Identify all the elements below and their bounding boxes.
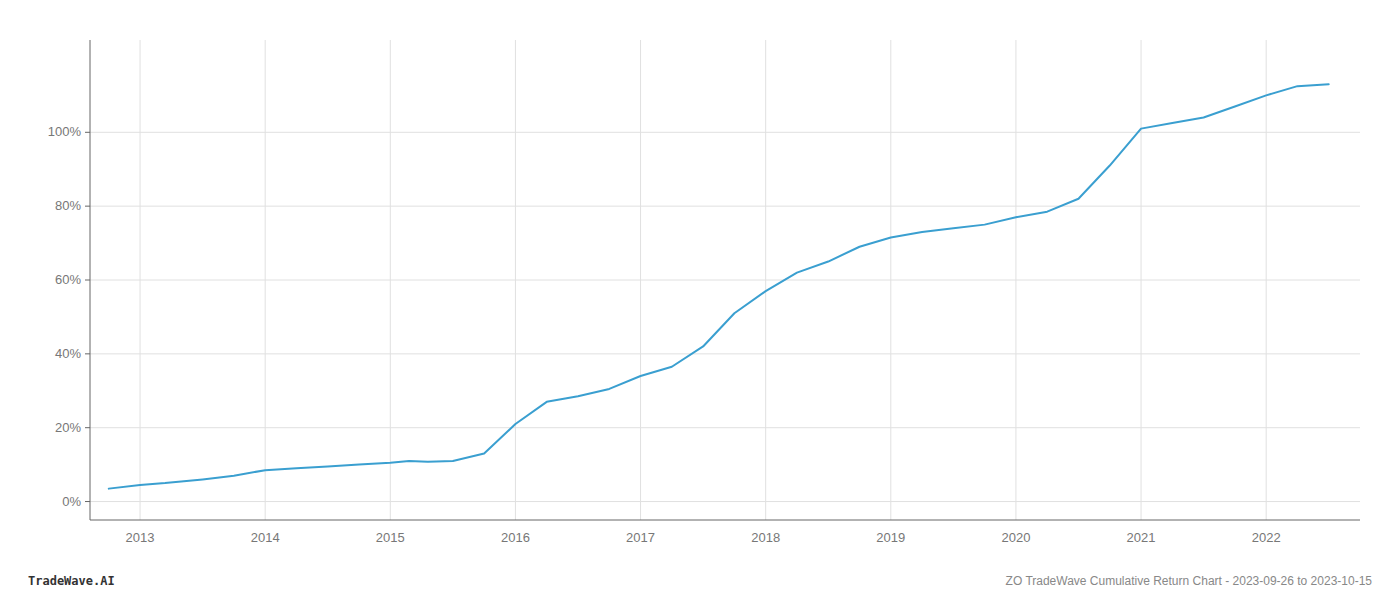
x-tick-label: 2022 (1252, 530, 1281, 545)
chart: 2013 2014 2015 2016 2017 2018 2019 2020 2021 2022… (0, 0, 1400, 600)
y-tick (85, 206, 90, 207)
grid-line-y (90, 206, 1360, 207)
footer-text: ZO TradeWave Cumulative Return Chart - 2… (1006, 574, 1373, 588)
axes: 2013 2014 2015 2016 2017 2018 2019 2020 2021 2022… (48, 40, 1360, 545)
y-tick (85, 427, 90, 428)
y-tick-label: 80% (55, 198, 81, 213)
grid-line-y (90, 280, 1360, 281)
x-axis-line (90, 520, 1360, 521)
y-tick (85, 501, 90, 502)
y-tick-label: 0% (62, 494, 81, 509)
y-axis-line (90, 40, 91, 520)
x-tick-label: 2021 (1127, 530, 1156, 545)
grid-line-y (90, 353, 1360, 354)
grid-line-y (90, 501, 1360, 502)
x-tick-label: 2013 (126, 530, 155, 545)
x-tick-label: 2016 (501, 530, 530, 545)
y-tick-label: 20% (55, 420, 81, 435)
y-tick (85, 132, 90, 133)
x-tick-label: 2020 (1001, 530, 1030, 545)
x-tick-label: 2015 (376, 530, 405, 545)
y-tick (85, 280, 90, 281)
plot-area (109, 84, 1329, 488)
data-line (109, 84, 1329, 488)
footer-text: TradeWave.AI (28, 574, 115, 588)
y-tick (85, 353, 90, 354)
y-tick-label: 40% (55, 346, 81, 361)
x-tick-label: 2019 (876, 530, 905, 545)
grid (90, 40, 1360, 520)
x-tick-label: 2017 (626, 530, 655, 545)
y-tick-label: 60% (55, 272, 81, 287)
grid-line-y (90, 132, 1360, 133)
x-tick-label: 2014 (251, 530, 280, 545)
grid-line-y (90, 427, 1360, 428)
x-tick-label: 2018 (751, 530, 780, 545)
y-tick-label: 100% (48, 124, 82, 139)
